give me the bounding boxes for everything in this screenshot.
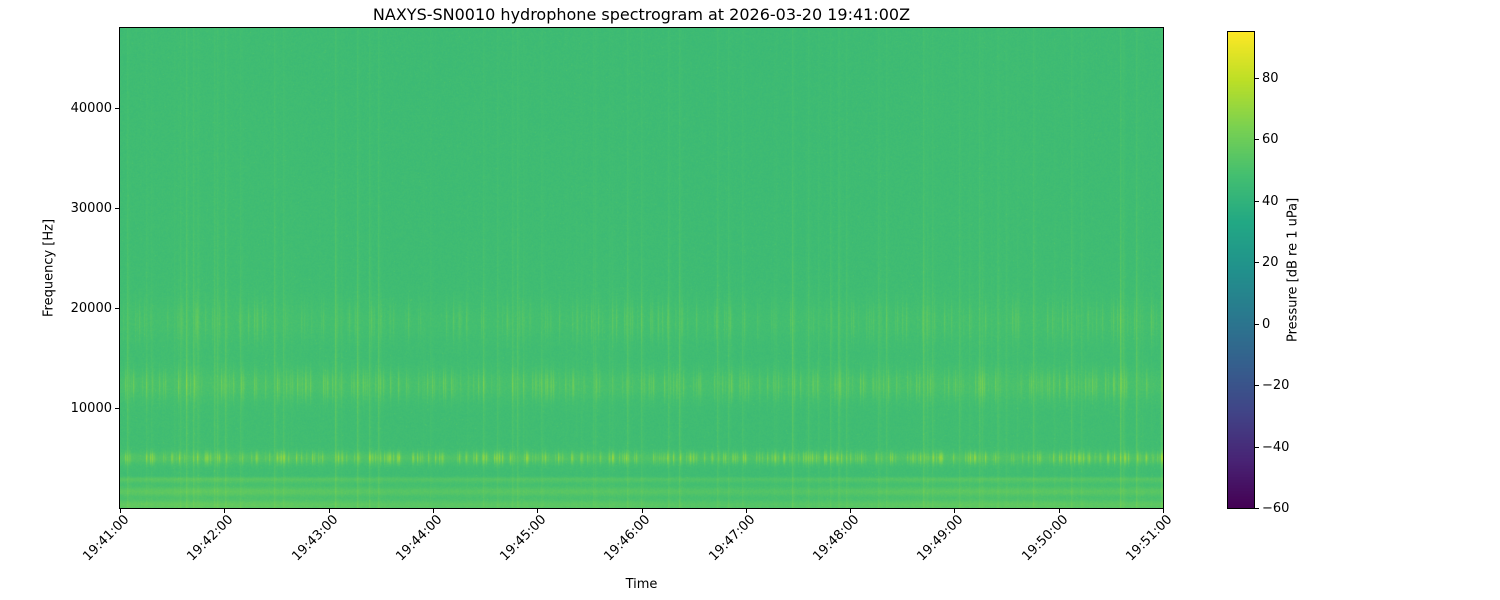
y-tick-label: 40000 xyxy=(70,101,112,116)
x-tick-label: 19:43:00 xyxy=(289,512,341,565)
y-tick-label: 20000 xyxy=(70,301,112,316)
colorbar-tick-label: 60 xyxy=(1262,132,1279,147)
colorbar-tick-label: 40 xyxy=(1262,194,1279,209)
tick-mark xyxy=(329,509,330,513)
plot-area xyxy=(119,27,1164,509)
x-tick-label: 19:51:00 xyxy=(1123,512,1175,565)
colorbar xyxy=(1227,31,1255,509)
colorbar-tick-label: −40 xyxy=(1262,440,1290,455)
colorbar-gradient xyxy=(1228,32,1254,508)
tick-mark xyxy=(1255,385,1259,386)
tick-mark xyxy=(1059,509,1060,513)
y-tick-label: 30000 xyxy=(70,201,112,216)
tick-mark xyxy=(433,509,434,513)
tick-mark xyxy=(1255,508,1259,509)
chart-title: NAXYS-SN0010 hydrophone spectrogram at 2… xyxy=(372,5,911,24)
tick-mark xyxy=(224,509,225,513)
x-tick-label: 19:45:00 xyxy=(497,512,549,565)
x-axis-label: Time xyxy=(625,577,658,592)
colorbar-tick-label: 0 xyxy=(1262,317,1271,332)
y-tick-label: 10000 xyxy=(70,401,112,416)
x-tick-label: 19:49:00 xyxy=(914,512,966,565)
tick-mark xyxy=(1255,139,1259,140)
tick-mark xyxy=(115,308,119,309)
tick-mark xyxy=(746,509,747,513)
tick-mark xyxy=(850,509,851,513)
tick-mark xyxy=(1163,509,1164,513)
x-tick-label: 19:42:00 xyxy=(184,512,236,565)
colorbar-tick-label: 20 xyxy=(1262,255,1279,270)
tick-mark xyxy=(642,509,643,513)
tick-mark xyxy=(115,208,119,209)
colorbar-label: Pressure [dB re 1 uPa] xyxy=(1285,197,1301,343)
tick-mark xyxy=(1255,324,1259,325)
tick-mark xyxy=(537,509,538,513)
tick-mark xyxy=(120,509,121,513)
x-tick-label: 19:41:00 xyxy=(80,512,132,565)
x-tick-label: 19:46:00 xyxy=(601,512,653,565)
colorbar-tick-label: −20 xyxy=(1262,378,1290,393)
tick-mark xyxy=(1255,78,1259,79)
colorbar-tick-label: −60 xyxy=(1262,501,1290,516)
tick-mark xyxy=(954,509,955,513)
y-axis-label: Frequency [Hz] xyxy=(41,218,57,318)
colorbar-tick-label: 80 xyxy=(1262,71,1279,86)
tick-mark xyxy=(115,108,119,109)
x-tick-label: 19:44:00 xyxy=(393,512,445,565)
tick-mark xyxy=(1255,201,1259,202)
tick-mark xyxy=(115,408,119,409)
tick-mark xyxy=(1255,447,1259,448)
spectrogram-heatmap xyxy=(120,28,1163,508)
x-tick-label: 19:47:00 xyxy=(706,512,758,565)
x-tick-label: 19:50:00 xyxy=(1019,512,1071,565)
x-tick-label: 19:48:00 xyxy=(810,512,862,565)
tick-mark xyxy=(1255,262,1259,263)
